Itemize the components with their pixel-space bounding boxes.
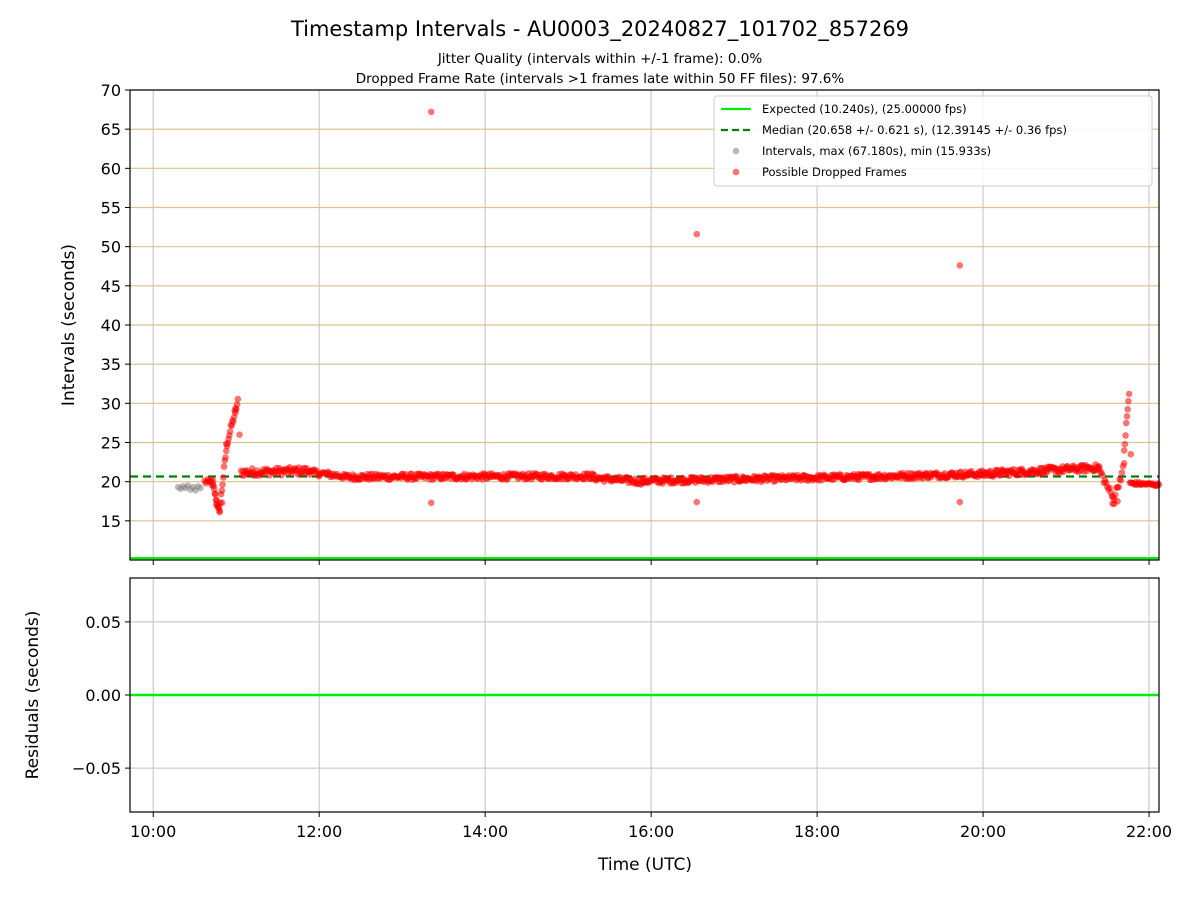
dropped-frame-point bbox=[1114, 497, 1121, 505]
x-tick-label: 10:00 bbox=[130, 822, 176, 841]
dropped-frame-point bbox=[693, 498, 701, 506]
intervals-y-tick-label: 15 bbox=[101, 512, 121, 531]
dropped-frame-point bbox=[236, 431, 243, 438]
interval-points bbox=[174, 108, 1163, 516]
legend-entry-label: Intervals, max (67.180s), min (15.933s) bbox=[762, 144, 991, 158]
legend-entry-label: Median (20.658 +/- 0.621 s), (12.39145 +… bbox=[762, 123, 1067, 137]
dropped-frame-point bbox=[1117, 476, 1125, 484]
dropped-frame-point bbox=[208, 476, 215, 483]
dropped-frame-point bbox=[212, 490, 219, 498]
legend-entry-label: Expected (10.240s), (25.00000 fps) bbox=[762, 102, 967, 116]
legend-dot-swatch bbox=[732, 168, 740, 176]
residuals-y-tick-label: 0.00 bbox=[85, 686, 121, 705]
intervals-y-tick-label: 60 bbox=[101, 159, 121, 178]
residuals-y-axis-label: Residuals (seconds) bbox=[23, 611, 43, 780]
dropped-frame-point bbox=[427, 108, 435, 116]
dropped-frame-point bbox=[1109, 500, 1116, 507]
dropped-frame-point bbox=[1123, 413, 1131, 420]
reference-lines bbox=[130, 475, 1159, 560]
dropped-frame-point bbox=[427, 499, 435, 507]
legend-dot-swatch bbox=[732, 147, 740, 155]
dropped-frame-point bbox=[693, 230, 701, 238]
intervals-y-tick-label: 40 bbox=[101, 316, 121, 335]
x-tick-label: 14:00 bbox=[462, 822, 508, 841]
dropped-frame-point bbox=[220, 474, 227, 481]
legend-entry-label: Possible Dropped Frames bbox=[762, 165, 907, 179]
residuals-y-ticks: 0.05 0.00 −0.05 bbox=[72, 613, 130, 778]
dropped-frame-point bbox=[1112, 491, 1119, 499]
chart-legend: Expected (10.240s), (25.00000 fps) Median… bbox=[713, 95, 1153, 187]
residuals-panel: 0.05 0.00 −0.05 10:00 12:00 14:00 16:00 18:00 2… bbox=[23, 577, 1172, 841]
intervals-y-tick-label: 25 bbox=[101, 434, 121, 453]
intervals-y-tick-label: 45 bbox=[101, 277, 121, 296]
dropped-frame-point bbox=[234, 395, 242, 403]
residuals-y-tick-label: 0.05 bbox=[85, 613, 121, 632]
dropped-frame-point bbox=[218, 487, 226, 494]
dropped-frame-point bbox=[219, 481, 226, 489]
dropped-frame-point bbox=[233, 401, 241, 408]
dropped-frame-point bbox=[1122, 432, 1129, 439]
dropped-frame-point bbox=[1118, 469, 1126, 476]
intervals-y-tick-label: 55 bbox=[101, 199, 121, 218]
interval-point bbox=[197, 484, 204, 492]
intervals-y-tick-label: 35 bbox=[101, 355, 121, 374]
intervals-panel: 15 20 25 30 35 40 45 50 55 60 65 70 Intervals (seco… bbox=[59, 81, 1163, 565]
dropped-frame-point bbox=[220, 463, 228, 470]
legend-box bbox=[713, 95, 1153, 187]
intervals-y-ticks: 15 20 25 30 35 40 45 50 55 60 65 70 bbox=[101, 81, 130, 531]
x-axis-label: Time (UTC) bbox=[597, 855, 692, 875]
dropped-frame-point bbox=[222, 447, 230, 455]
dropped-frame-point bbox=[1125, 390, 1133, 398]
dropped-frame-point bbox=[216, 508, 223, 516]
intervals-y-tick-label: 20 bbox=[101, 473, 121, 492]
residuals-y-tick-label: −0.05 bbox=[72, 759, 121, 778]
intervals-y-tick-label: 30 bbox=[101, 394, 121, 413]
x-tick-label: 16:00 bbox=[628, 822, 674, 841]
dropped-frame-point bbox=[1124, 405, 1131, 413]
intervals-y-tick-label: 70 bbox=[101, 81, 121, 100]
chart-subtitle-jitter: Jitter Quality (intervals within +/-1 fr… bbox=[437, 51, 763, 67]
dropped-frame-point bbox=[1122, 419, 1130, 427]
dropped-frame-point bbox=[1127, 450, 1135, 458]
residuals-x-ticks: 10:00 12:00 14:00 16:00 18:00 20:00 22:00 bbox=[130, 812, 1172, 841]
dropped-frame-point bbox=[222, 454, 229, 461]
intervals-y-axis-label: Intervals (seconds) bbox=[59, 244, 79, 406]
x-tick-label: 12:00 bbox=[296, 822, 342, 841]
x-tick-label: 20:00 bbox=[960, 822, 1006, 841]
chart-subtitle-dropped: Dropped Frame Rate (intervals >1 frames … bbox=[356, 71, 845, 87]
dropped-frame-point bbox=[218, 499, 226, 507]
x-tick-label: 18:00 bbox=[794, 822, 840, 841]
dropped-frame-point bbox=[956, 262, 964, 269]
dropped-frame-point bbox=[1121, 440, 1129, 448]
dropped-frame-point bbox=[213, 501, 220, 508]
dropped-frame-point bbox=[956, 498, 964, 506]
intervals-y-tick-label: 50 bbox=[101, 238, 121, 257]
x-tick-label: 22:00 bbox=[1126, 822, 1172, 841]
dropped-frame-point bbox=[226, 428, 234, 435]
dropped-frame-point bbox=[1115, 483, 1122, 491]
chart-title: Timestamp Intervals - AU0003_20240827_10… bbox=[290, 17, 909, 42]
intervals-x-ticks bbox=[152, 560, 1150, 565]
dropped-frame-point bbox=[1125, 397, 1132, 405]
dropped-frame-point bbox=[1120, 460, 1128, 467]
dropped-frame-point bbox=[1120, 447, 1128, 454]
intervals-y-tick-label: 65 bbox=[101, 120, 121, 139]
dropped-frame-point bbox=[232, 409, 239, 417]
